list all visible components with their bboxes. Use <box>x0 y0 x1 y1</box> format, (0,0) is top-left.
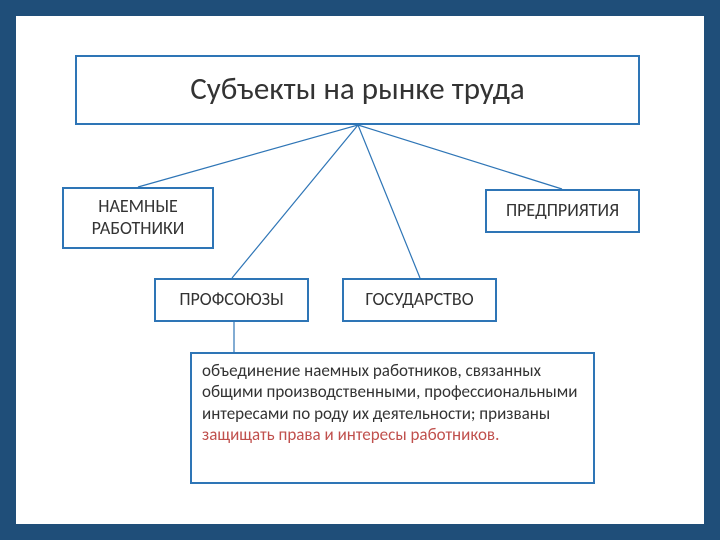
node-state: ГОСУДАРСТВО <box>342 278 497 322</box>
node-state-label: ГОСУДАРСТВО <box>365 289 473 311</box>
node-enterprises-label: ПРЕДПРИЯТИЯ <box>506 200 619 222</box>
node-unions-label: ПРОФСОЮЗЫ <box>179 289 283 311</box>
node-unions: ПРОФСОЮЗЫ <box>154 278 309 322</box>
description-box: объединение наемных работников, связанны… <box>190 352 595 484</box>
node-enterprises: ПРЕДПРИЯТИЯ <box>485 189 640 233</box>
node-hired-workers-label: НАЕМНЫЕ РАБОТНИКИ <box>64 196 212 239</box>
description-text-highlight: защищать права и интересы работников. <box>202 424 499 445</box>
title-text: Субъекты на рынке труда <box>190 71 525 108</box>
description-text-plain: объединение наемных работников, связанны… <box>202 360 577 424</box>
title-box: Субъекты на рынке труда <box>75 55 640 125</box>
slide-frame: Субъекты на рынке труда НАЕМНЫЕ РАБОТНИК… <box>0 0 720 540</box>
node-hired-workers: НАЕМНЫЕ РАБОТНИКИ <box>62 187 214 249</box>
